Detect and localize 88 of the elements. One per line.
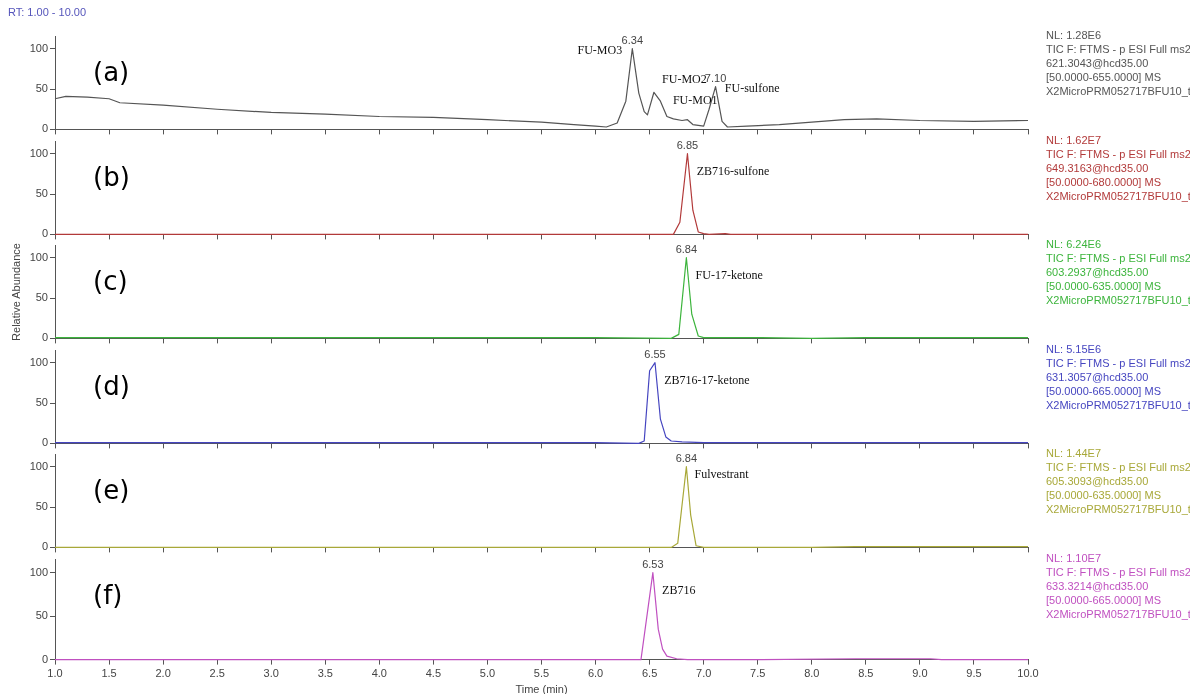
x-tick-label: 5.5 <box>533 666 550 679</box>
y-tick-label: 0 <box>41 540 48 553</box>
annotation: (b) <box>93 161 130 192</box>
y-tick-label: 50 <box>35 395 48 408</box>
text: 603.2937@hcd35.00 <box>1046 265 1150 279</box>
text: [50.0000-665.0000] MS <box>1046 592 1162 607</box>
text: 649.3163@hcd35.00 <box>1046 160 1150 175</box>
annotation: FU-MO3 <box>577 42 623 57</box>
text: 605.3093@hcd35.00 <box>1046 474 1150 488</box>
text: [50.0000-635.0000] MS <box>1046 279 1162 293</box>
y-tick-label: 100 <box>29 250 48 263</box>
annotation: ZB716-17-ketone <box>664 372 750 387</box>
annotation: (a) <box>93 57 130 88</box>
chart-title: RT: 1.00 - 10.00 <box>8 6 87 18</box>
x-tick-label: 4.0 <box>371 666 387 679</box>
text: [50.0000-655.0000] MS <box>1046 70 1162 84</box>
text: TIC F: FTMS - p ESI Full ms2 <box>1046 42 1190 56</box>
y-tick-label: 100 <box>29 41 48 54</box>
annotation: 6.55 <box>644 347 666 360</box>
text: [50.0000-680.0000] MS <box>1046 174 1162 189</box>
text: X2MicroPRM052717BFU10_t <box>1046 293 1190 307</box>
annotation: (e) <box>93 475 130 506</box>
annotation: (c) <box>93 266 128 297</box>
annotation: (f) <box>93 579 123 610</box>
x-tick-label: 2.5 <box>209 666 225 679</box>
y-tick-label: 0 <box>41 331 48 344</box>
annotation: FU-17-ketone <box>695 267 763 282</box>
x-tick-label: 7.5 <box>750 666 766 679</box>
y-tick-label: 0 <box>41 226 48 239</box>
annotation: 6.34 <box>621 34 644 47</box>
y-tick-label: 50 <box>35 608 48 621</box>
y-axis-title: Relative Abundance <box>9 243 22 341</box>
x-tick-label: 7.0 <box>696 666 712 679</box>
y-tick-label: 50 <box>35 500 48 513</box>
x-tick-label: 5.0 <box>479 666 496 679</box>
text: [50.0000-635.0000] MS <box>1046 488 1162 502</box>
y-tick-label: 50 <box>35 291 48 304</box>
text: 631.3057@hcd35.00 <box>1046 369 1150 384</box>
text: 633.3214@hcd35.00 <box>1046 578 1150 593</box>
annotation: FU-MO1 <box>672 92 718 107</box>
annotation: 6.85 <box>676 138 699 151</box>
x-tick-label: 6.5 <box>641 666 658 679</box>
text: TIC F: FTMS - p ESI Full ms2 <box>1046 355 1190 370</box>
text: NL: 1.62E7 <box>1046 132 1103 147</box>
y-tick-label: 100 <box>29 355 48 368</box>
x-tick-label: 3.5 <box>317 666 333 679</box>
y-tick-label: 0 <box>41 122 48 135</box>
text: TIC F: FTMS - p ESI Full ms2 <box>1046 251 1190 265</box>
text: 621.3043@hcd35.00 <box>1046 56 1150 70</box>
annotation: ZB716 <box>662 582 696 597</box>
x-tick-label: 9.5 <box>966 666 982 679</box>
annotation: 6.53 <box>642 557 664 570</box>
text: [50.0000-665.0000] MS <box>1046 383 1162 398</box>
text: TIC F: FTMS - p ESI Full ms2 <box>1046 146 1190 161</box>
y-tick-label: 0 <box>41 652 48 665</box>
x-tick-label: 6.0 <box>587 666 604 679</box>
text: X2MicroPRM052717BFU10_t <box>1046 84 1190 98</box>
x-tick-label: 3.0 <box>263 666 279 679</box>
text: TIC F: FTMS - p ESI Full ms2 <box>1046 564 1190 579</box>
y-tick-label: 0 <box>41 435 48 448</box>
annotation: Fulvestrant <box>694 467 750 482</box>
text: X2MicroPRM052717BFU10_t <box>1046 188 1190 203</box>
x-tick-label: 10.0 <box>1017 666 1039 679</box>
x-tick-label: 9.0 <box>912 666 928 679</box>
x-tick-label: 4.5 <box>425 666 442 679</box>
x-tick-label: 8.0 <box>804 666 820 679</box>
text: NL: 1.28E6 <box>1046 28 1103 42</box>
text: NL: 1.10E7 <box>1046 550 1103 565</box>
text: X2MicroPRM052717BFU10_t <box>1046 502 1190 516</box>
text: TIC F: FTMS - p ESI Full ms2 <box>1046 460 1190 474</box>
y-tick-label: 100 <box>29 565 48 578</box>
annotation: ZB716-sulfone <box>696 163 770 178</box>
x-tick-label: 8.5 <box>858 666 874 679</box>
text: NL: 1.44E7 <box>1046 446 1103 460</box>
y-tick-label: 100 <box>29 146 48 159</box>
text: NL: 6.24E6 <box>1046 237 1103 251</box>
text: X2MicroPRM052717BFU10_t <box>1046 397 1190 412</box>
y-tick-label: 50 <box>35 186 48 199</box>
y-tick-label: 50 <box>35 82 48 95</box>
text: X2MicroPRM052717BFU10_t <box>1046 606 1190 621</box>
annotation: 6.84 <box>675 243 698 256</box>
x-tick-label: 2.0 <box>155 666 171 679</box>
y-tick-label: 100 <box>29 459 48 472</box>
x-tick-label: 1.0 <box>47 666 63 679</box>
x-tick-label: 1.5 <box>101 666 117 679</box>
text: NL: 5.15E6 <box>1046 341 1103 356</box>
annotation: (d) <box>93 370 130 401</box>
annotation: 6.84 <box>675 452 698 465</box>
